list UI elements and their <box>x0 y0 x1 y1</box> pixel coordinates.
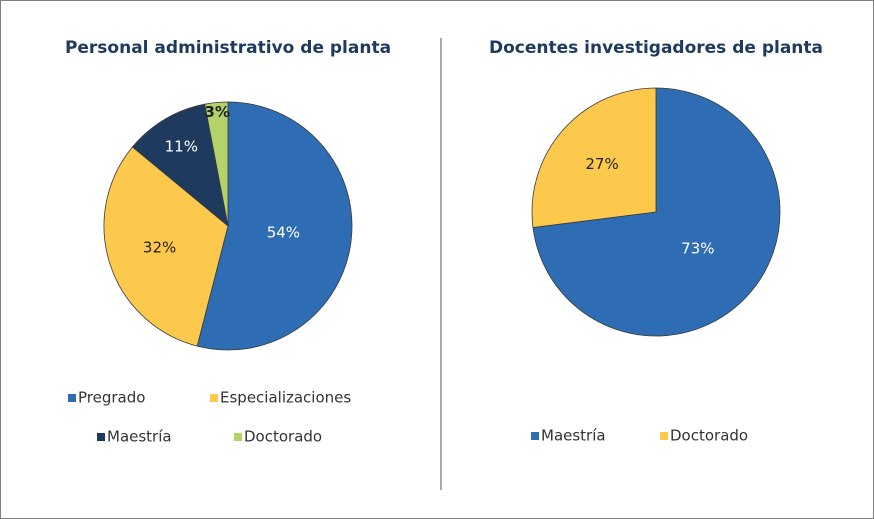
legend-label: Maestría <box>541 427 606 445</box>
data-label: 73% <box>681 239 714 257</box>
chart-title: Docentes investigadores de planta <box>489 38 823 58</box>
data-label: 3% <box>205 103 230 121</box>
legend-label: Doctorado <box>670 427 748 445</box>
legend-swatch <box>234 433 242 441</box>
pie-slice <box>131 103 229 228</box>
legend-swatch <box>660 432 668 440</box>
legend-swatch <box>210 394 218 402</box>
pie-slice <box>196 101 353 351</box>
legend-label: Maestría <box>107 428 172 446</box>
data-label: 11% <box>165 138 198 156</box>
data-label: 32% <box>143 239 176 257</box>
pie-slice <box>531 87 657 228</box>
legend-swatch <box>97 433 105 441</box>
legend-swatch <box>531 432 539 440</box>
pie-slice <box>204 101 229 227</box>
legend-label: Pregrado <box>78 389 145 407</box>
pie-slice <box>103 146 229 347</box>
legend-swatch <box>68 394 76 402</box>
chart-title: Personal administrativo de planta <box>65 38 391 58</box>
legend-label: Especializaciones <box>220 389 351 407</box>
data-label: 27% <box>585 155 618 173</box>
legend-label: Doctorado <box>244 428 322 446</box>
data-label: 54% <box>267 223 300 241</box>
pie-slice <box>532 87 781 337</box>
